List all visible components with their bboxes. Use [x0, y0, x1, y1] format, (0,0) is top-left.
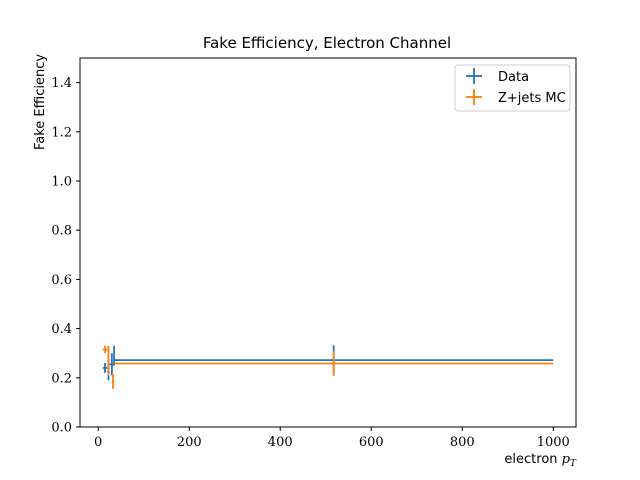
- legend-entries: Data Z+jets MC: [466, 68, 566, 106]
- x-axis-label-sub: T: [570, 459, 577, 469]
- y-axis-label: Fake Efficiency: [33, 54, 48, 150]
- y-tick-label: 0.6: [51, 273, 72, 288]
- x-tick-label: 200: [177, 435, 202, 450]
- chart-title: Fake Efficiency, Electron Channel: [203, 34, 451, 52]
- data-marks: [102, 345, 554, 389]
- y-tick-label: 1.0: [51, 175, 72, 190]
- y-tick-label: 1.4: [51, 76, 72, 91]
- x-tick-label: 600: [359, 435, 384, 450]
- y-tick-label: 0.4: [51, 322, 72, 337]
- x-axis-label-text: electron: [504, 452, 561, 467]
- legend-frame: [454, 64, 571, 112]
- x-tick-label: 1000: [537, 435, 570, 450]
- plot-area: [80, 58, 576, 427]
- legend-label: Data: [498, 70, 529, 85]
- plot-frame: [79, 57, 577, 428]
- y-tick-label: 0.0: [51, 421, 72, 436]
- x-tick-label: 0: [94, 435, 102, 450]
- y-axis-ticks: 0.0 0.2 0.4 0.6 0.8 1.0 1.2 1.4: [51, 76, 80, 436]
- y-tick-label: 0.8: [51, 224, 72, 239]
- x-tick-label: 800: [450, 435, 475, 450]
- x-axis-label-math: p: [562, 452, 571, 467]
- y-tick-label: 0.2: [51, 371, 72, 386]
- x-tick-label: 400: [268, 435, 293, 450]
- x-axis-ticks: 0 200 400 600 800 1000: [94, 427, 570, 450]
- legend-label: Z+jets MC: [498, 91, 566, 106]
- y-tick-label: 1.2: [51, 125, 72, 140]
- series-1: [102, 345, 554, 389]
- legend: Data Z+jets MC: [454, 64, 571, 112]
- x-axis-label: electron pT: [504, 452, 577, 469]
